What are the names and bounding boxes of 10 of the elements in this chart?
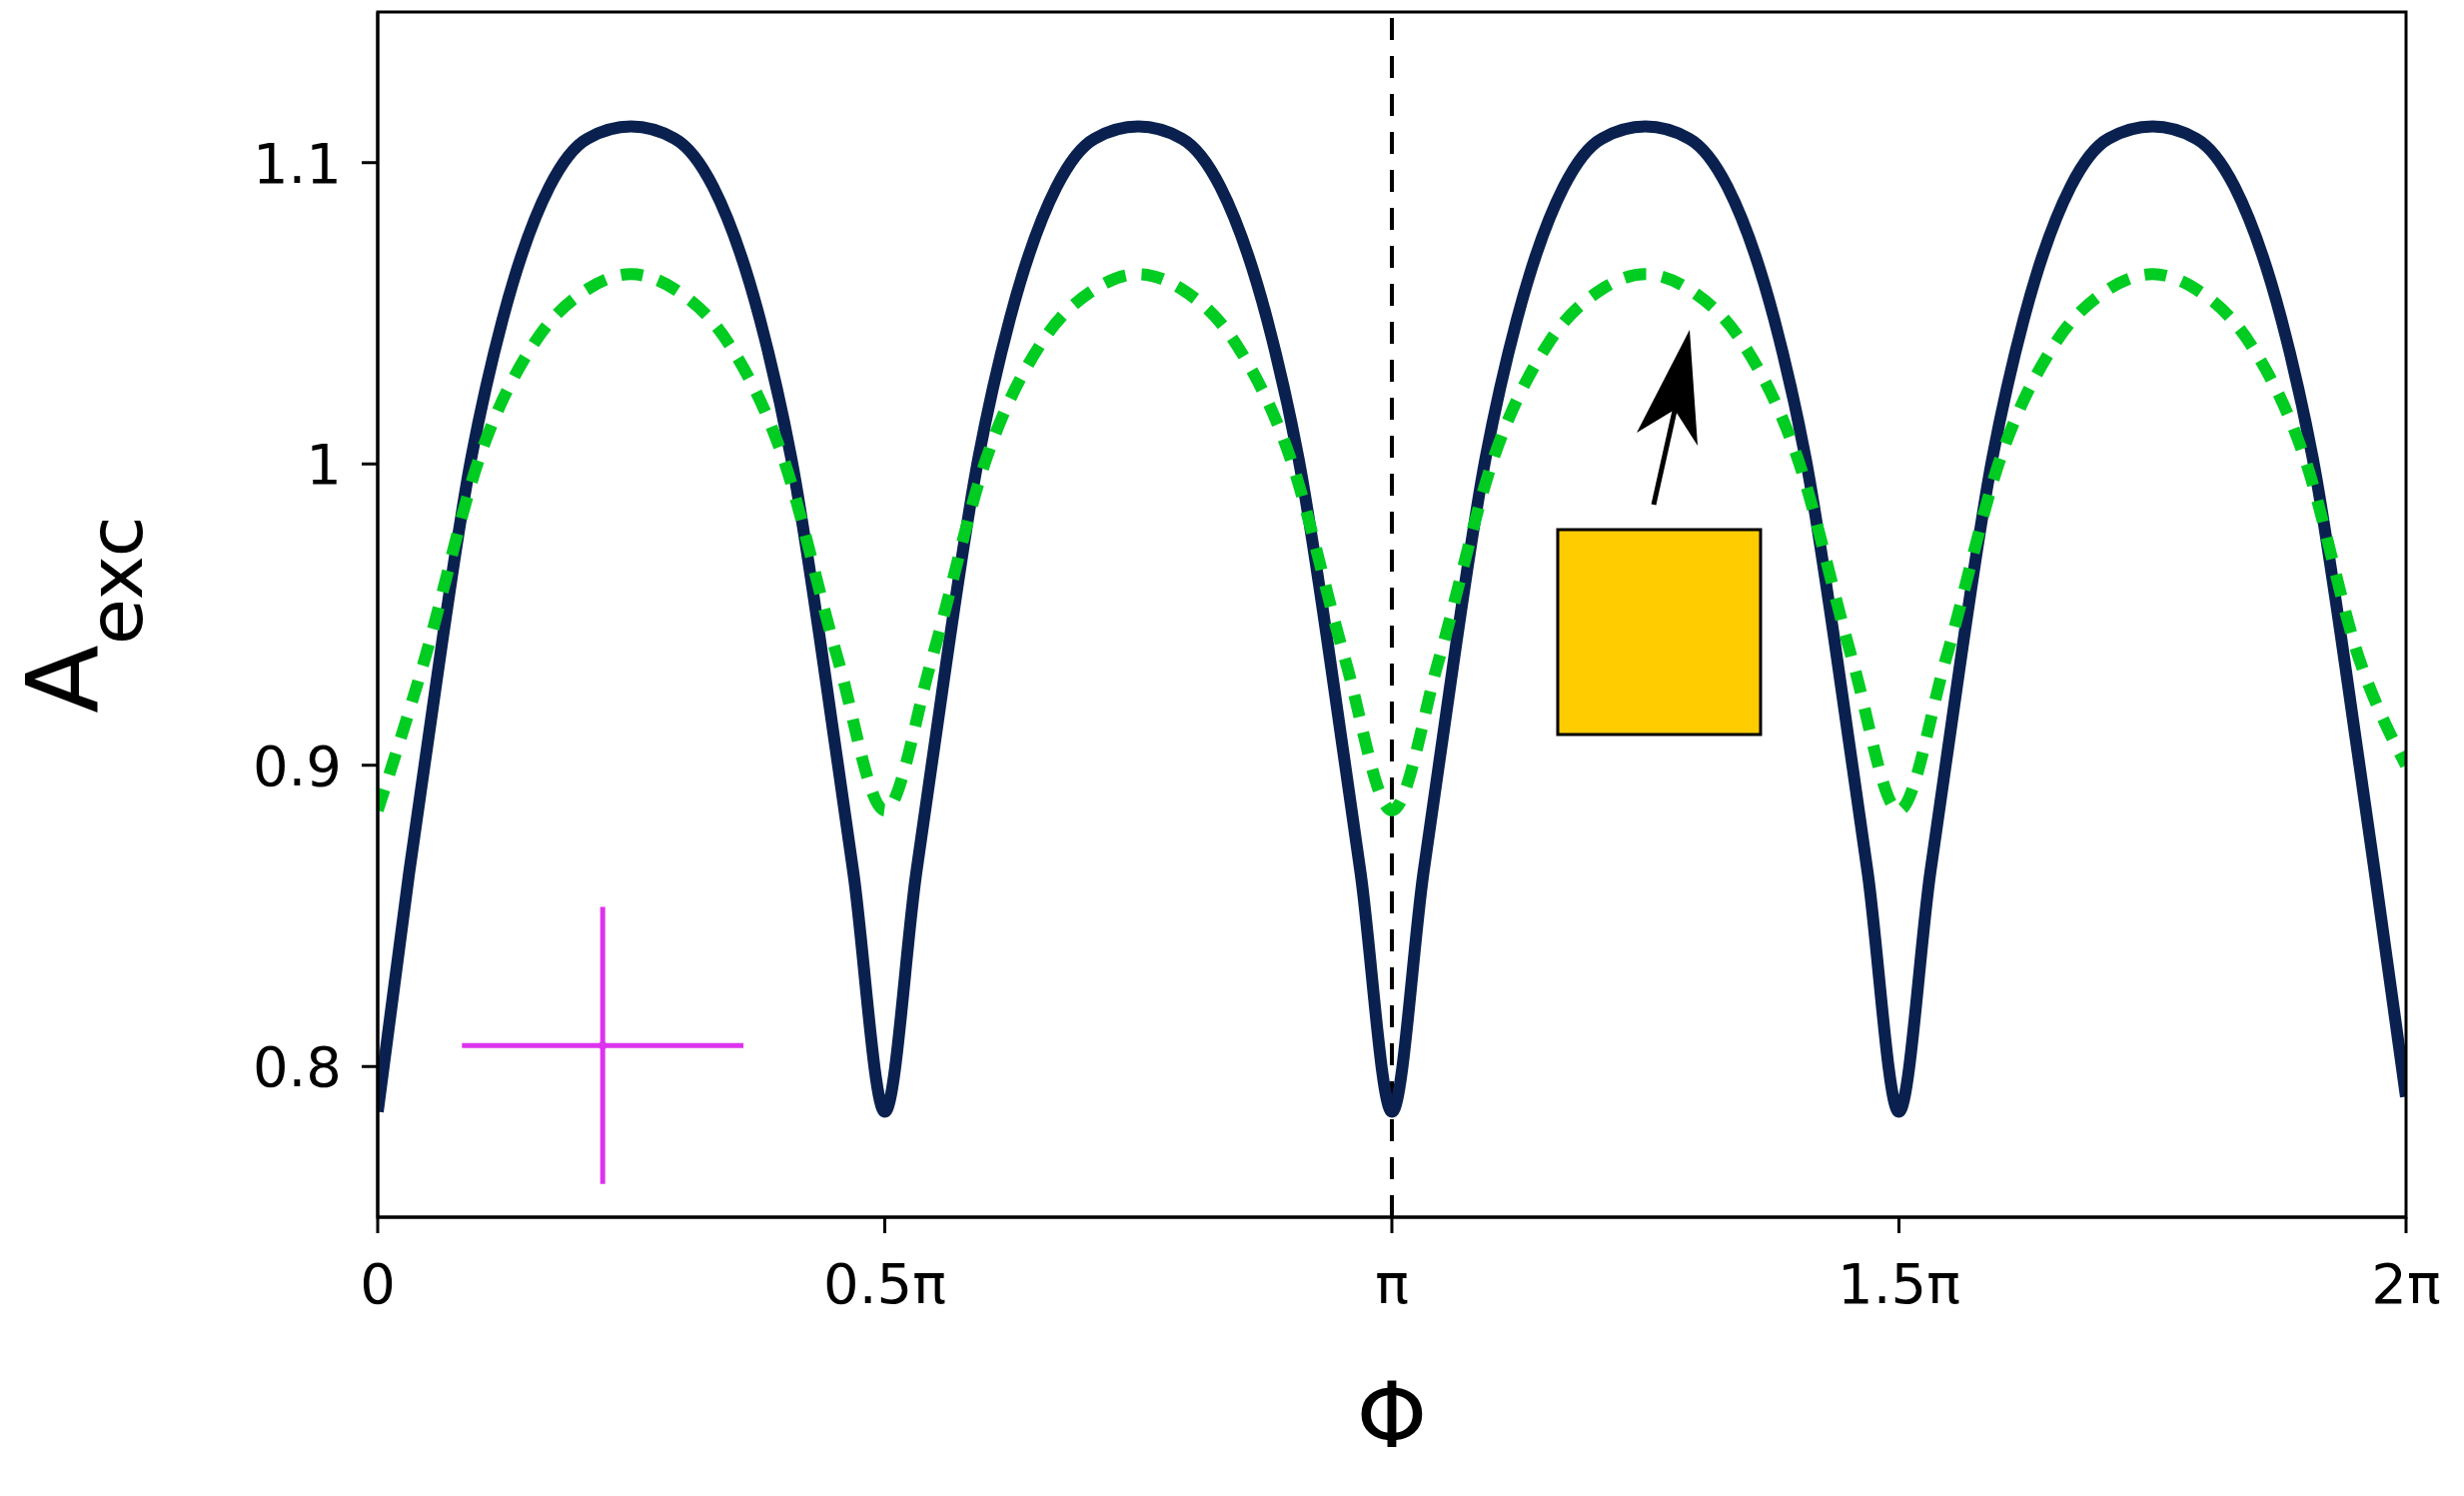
x-tick-label: 2π [2371, 1250, 2441, 1316]
x-tick-label: π [1375, 1250, 1409, 1316]
y-tick-label: 1 [306, 432, 342, 498]
x-tick-label: 0.5π [823, 1250, 946, 1316]
x-tick-label: 0 [360, 1250, 396, 1316]
x-tick-label: 1.5π [1838, 1250, 1960, 1316]
y-tick-label: 0.9 [252, 733, 342, 798]
y-tick-label: 0.8 [252, 1034, 342, 1100]
x-axis-title: Φ [1356, 1363, 1428, 1468]
y-tick-label: 1.1 [252, 130, 342, 196]
